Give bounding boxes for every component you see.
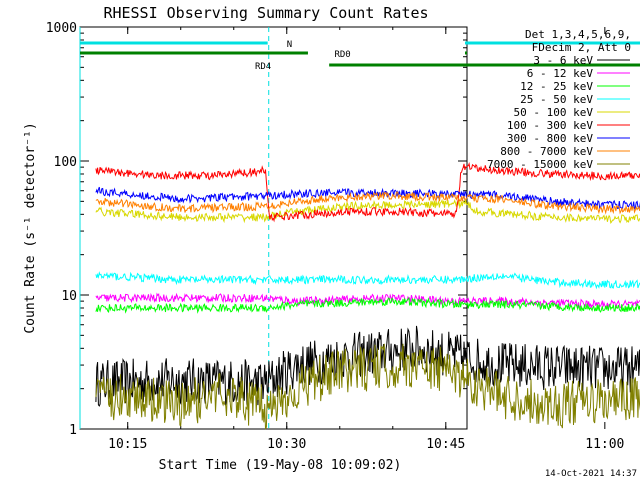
series-line-6 <box>95 186 640 211</box>
y-tick-label: 1 <box>69 423 77 438</box>
flag-label-n: N <box>287 40 292 50</box>
series-line-5 <box>95 161 640 223</box>
y-tick-label: 100 <box>54 155 77 170</box>
y-axis-label: Count Rate (s⁻¹ detector⁻¹) <box>23 122 38 333</box>
legend-header-line-1: Det 1,3,4,5,6,9, <box>525 28 631 41</box>
legend-entry-label: 3 - 6 keV <box>533 54 593 67</box>
legend-header-line-2: FDecim 2, Att 0 <box>532 41 631 54</box>
state-flag-bars: N RD0 RD4 <box>80 40 640 72</box>
y-tick-labels: 1 10 100 1000 <box>46 21 77 438</box>
series-line-0 <box>95 325 640 407</box>
legend-entry-label: 25 - 50 keV <box>520 93 593 106</box>
series-line-2 <box>95 296 640 314</box>
legend-entry-label: 300 - 800 keV <box>507 132 593 145</box>
flag-label-rd4: RD4 <box>255 62 271 72</box>
legend-entry-label: 7000 - 15000 keV <box>487 158 593 171</box>
series-line-7 <box>95 191 640 215</box>
x-axis-label: Start Time (19-May-08 10:09:02) <box>159 458 402 473</box>
flag-label-rd0: RD0 <box>334 50 350 60</box>
x-tick-label: 10:45 <box>426 437 465 452</box>
series-line-3 <box>95 271 640 290</box>
chart-title: RHESSI Observing Summary Count Rates <box>103 4 428 22</box>
legend-entry-label: 6 - 12 keV <box>527 67 594 80</box>
series-line-4 <box>95 198 640 224</box>
legend-entry-label: 800 - 7000 keV <box>500 145 593 158</box>
legend-entry-label: 100 - 300 keV <box>507 119 593 132</box>
legend-entry-label: 12 - 25 keV <box>520 80 593 93</box>
series-line-1 <box>95 292 640 310</box>
series-lines <box>95 161 640 430</box>
x-tick-label: 11:00 <box>585 437 624 452</box>
y-tick-label: 10 <box>61 289 77 304</box>
x-tick-label: 10:15 <box>108 437 147 452</box>
render-timestamp: 14-Oct-2021 14:37 <box>545 469 637 479</box>
y-tick-label: 1000 <box>46 21 77 36</box>
x-tick-label: 10:30 <box>267 437 306 452</box>
series-line-8 <box>95 343 640 430</box>
legend-entry-label: 50 - 100 keV <box>514 106 594 119</box>
axis-ticks <box>80 27 606 430</box>
legend: Det 1,3,4,5,6,9, FDecim 2, Att 0 3 - 6 k… <box>487 28 631 171</box>
